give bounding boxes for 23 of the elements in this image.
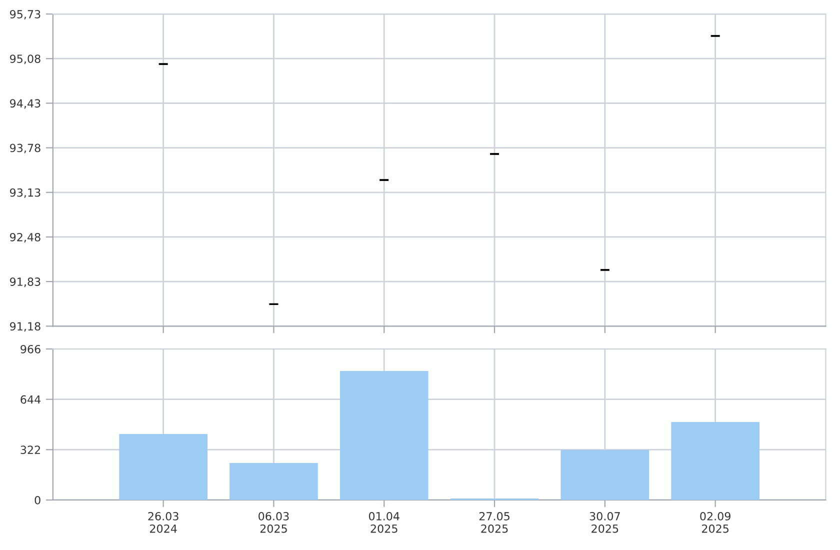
x-tick-label: 01.04 2025 [368,512,400,533]
y-tick-label: 966 [20,344,40,354]
y-tick-label: 94,43 [10,99,40,109]
y-tick-label: 93,13 [10,188,40,198]
x-tick-label: 30.07 2025 [590,512,620,533]
y-tick-label: 95,08 [10,54,40,64]
x-tick-label: 27.05 2025 [479,512,510,533]
y-tick-label: 93,78 [10,144,40,154]
y-tick-label: 322 [20,446,40,454]
y-tick-label: 91,83 [10,278,40,288]
y-tick-label: 92,48 [10,232,40,242]
y-tick-label: 0 [34,496,40,504]
bar [119,434,208,500]
bar [671,422,760,500]
bar [340,371,428,500]
x-tick-label: 26.03 2024 [148,512,178,533]
y-tick-label: 91,18 [10,322,40,332]
y-tick-label: 95,73 [10,10,40,20]
x-tick-label: 06.03 2025 [258,512,289,533]
y-tick-label: 644 [20,395,40,404]
bar [560,450,650,500]
x-tick-label: 02.09 2025 [700,512,730,533]
bar [230,462,318,500]
